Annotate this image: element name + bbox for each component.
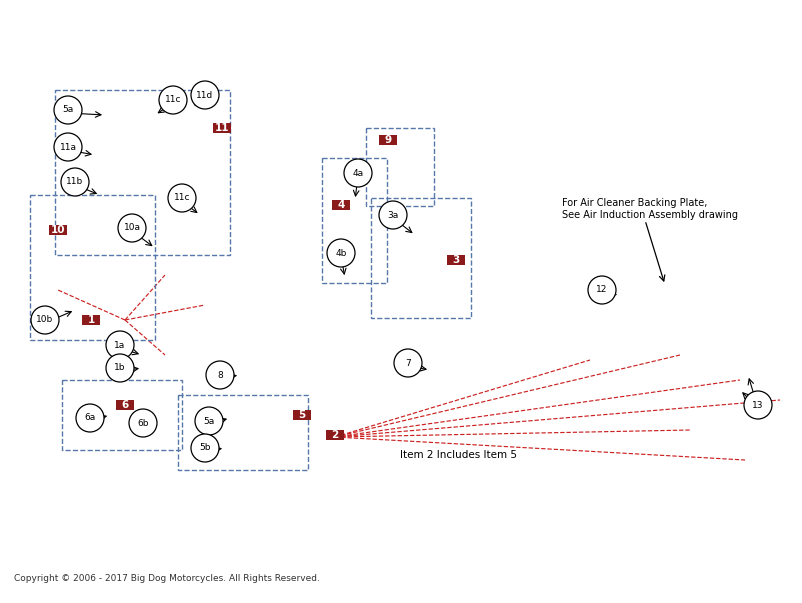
Circle shape: [168, 184, 196, 212]
Text: 5: 5: [298, 410, 306, 420]
Text: 1a: 1a: [114, 341, 125, 350]
Text: Item 2 Includes Item 5: Item 2 Includes Item 5: [399, 450, 516, 460]
Text: 4: 4: [337, 200, 344, 210]
Text: 5a: 5a: [203, 417, 214, 426]
Circle shape: [343, 159, 371, 187]
Text: 11b: 11b: [67, 177, 83, 186]
Text: 10b: 10b: [36, 315, 54, 324]
FancyBboxPatch shape: [115, 400, 134, 410]
Text: 11: 11: [214, 123, 229, 133]
Text: 10: 10: [51, 225, 65, 235]
Circle shape: [129, 409, 157, 437]
Circle shape: [61, 168, 89, 196]
Text: 6a: 6a: [84, 414, 95, 423]
Circle shape: [106, 331, 134, 359]
Circle shape: [379, 201, 407, 229]
Circle shape: [31, 306, 59, 334]
FancyBboxPatch shape: [447, 255, 464, 265]
Text: 9: 9: [384, 135, 391, 145]
Text: For Air Cleaner Backing Plate,
See Air Induction Assembly drawing: For Air Cleaner Backing Plate, See Air I…: [561, 198, 737, 219]
FancyBboxPatch shape: [293, 410, 310, 420]
Text: 2: 2: [331, 430, 338, 440]
FancyBboxPatch shape: [379, 135, 396, 145]
FancyBboxPatch shape: [331, 200, 350, 210]
Circle shape: [54, 96, 82, 124]
Circle shape: [54, 133, 82, 161]
Text: 4b: 4b: [335, 248, 346, 257]
Circle shape: [118, 214, 146, 242]
Text: 3: 3: [452, 255, 459, 265]
Text: 4a: 4a: [352, 168, 363, 177]
Circle shape: [191, 81, 219, 109]
Text: 11c: 11c: [164, 95, 181, 104]
Circle shape: [106, 354, 134, 382]
Text: 3a: 3a: [387, 210, 398, 219]
Circle shape: [326, 239, 354, 267]
Text: 8: 8: [217, 370, 223, 379]
Circle shape: [76, 404, 104, 432]
Text: 12: 12: [596, 285, 607, 294]
Circle shape: [587, 276, 615, 304]
Text: 5b: 5b: [199, 443, 210, 452]
Text: 1: 1: [87, 315, 95, 325]
Text: 1b: 1b: [114, 364, 126, 373]
Text: 13: 13: [751, 400, 763, 409]
Text: 6: 6: [121, 400, 128, 410]
Text: Copyright © 2006 - 2017 Big Dog Motorcycles. All Rights Reserved.: Copyright © 2006 - 2017 Big Dog Motorcyc…: [14, 574, 319, 583]
Circle shape: [191, 434, 219, 462]
FancyBboxPatch shape: [82, 315, 100, 325]
FancyBboxPatch shape: [49, 225, 67, 235]
Circle shape: [159, 86, 187, 114]
Text: 7: 7: [405, 359, 411, 367]
Text: 5a: 5a: [63, 106, 74, 115]
Text: 6b: 6b: [137, 418, 148, 428]
FancyBboxPatch shape: [326, 430, 343, 440]
Text: 11a: 11a: [59, 142, 76, 151]
Circle shape: [394, 349, 422, 377]
Text: 11d: 11d: [196, 90, 213, 99]
Circle shape: [195, 407, 223, 435]
Text: 11c: 11c: [173, 194, 190, 203]
Text: 10a: 10a: [124, 224, 140, 233]
FancyBboxPatch shape: [213, 123, 231, 133]
Circle shape: [743, 391, 771, 419]
Circle shape: [206, 361, 233, 389]
